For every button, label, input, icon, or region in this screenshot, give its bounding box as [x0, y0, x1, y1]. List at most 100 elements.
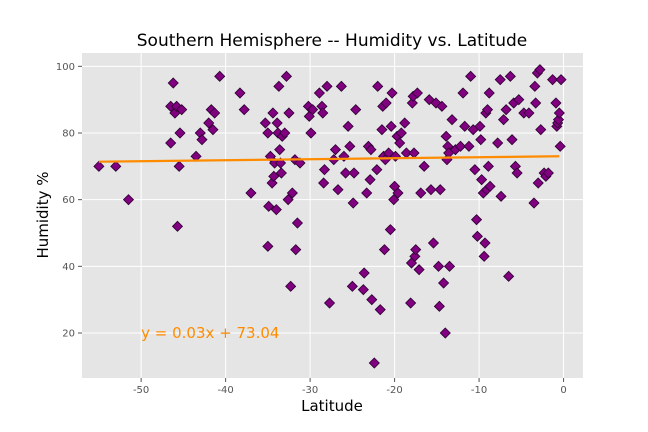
- data-point: [439, 327, 451, 339]
- data-point: [550, 97, 562, 109]
- data-point: [495, 190, 507, 202]
- data-point: [335, 80, 347, 92]
- data-point: [263, 200, 275, 212]
- y-tick-label: 100: [56, 62, 75, 73]
- data-point: [443, 260, 456, 272]
- data-point: [318, 164, 331, 176]
- y-axis-label: Humidity %: [34, 171, 52, 258]
- data-point: [410, 244, 422, 256]
- data-point: [523, 107, 535, 119]
- data-point: [469, 164, 481, 176]
- data-point: [282, 194, 294, 206]
- data-point: [483, 87, 495, 99]
- data-point: [413, 264, 425, 276]
- data-point: [475, 134, 487, 146]
- plot-area: [82, 53, 583, 378]
- data-point: [395, 127, 407, 139]
- chart-title: Southern Hemisphere -- Humidity vs. Lati…: [137, 31, 527, 51]
- data-point: [283, 107, 295, 119]
- y-tick-label: 60: [62, 195, 75, 206]
- data-point: [504, 70, 516, 82]
- data-point: [344, 140, 356, 152]
- x-tick-label: -10: [471, 385, 487, 396]
- data-point: [280, 70, 293, 82]
- data-point: [547, 74, 559, 86]
- data-point: [270, 204, 282, 216]
- data-point: [394, 137, 406, 149]
- y-axis-ticks: 20 40 60 80 100: [56, 62, 82, 340]
- data-point: [388, 194, 400, 206]
- data-point: [432, 260, 445, 272]
- data-point: [386, 87, 398, 99]
- data-point: [433, 300, 445, 312]
- data-point: [176, 104, 188, 116]
- data-point: [110, 160, 122, 172]
- data-point: [173, 160, 185, 172]
- data-point: [358, 267, 370, 279]
- data-point: [291, 217, 304, 229]
- data-point: [196, 134, 208, 146]
- data-point: [332, 184, 344, 196]
- data-point: [318, 177, 330, 189]
- data-point: [275, 167, 287, 179]
- data-point: [434, 184, 446, 196]
- data-point: [555, 74, 567, 86]
- data-point: [245, 187, 257, 199]
- data-point: [313, 87, 325, 99]
- data-point: [171, 220, 184, 232]
- data-point: [378, 244, 391, 256]
- data-point: [286, 187, 298, 199]
- data-point: [174, 127, 186, 139]
- x-axis-label: Latitude: [301, 397, 363, 415]
- data-point: [214, 70, 226, 82]
- data-point: [376, 124, 388, 136]
- data-point: [481, 104, 494, 116]
- data-point: [366, 294, 378, 306]
- data-point: [438, 277, 450, 289]
- data-point: [350, 104, 362, 116]
- data-point: [234, 87, 246, 99]
- data-point: [463, 140, 475, 152]
- data-point: [203, 117, 215, 129]
- data-point: [380, 97, 392, 109]
- data-point: [415, 187, 427, 199]
- data-point: [371, 164, 383, 176]
- data-point: [93, 160, 105, 172]
- y-tick-label: 40: [62, 262, 75, 273]
- data-point: [409, 250, 421, 262]
- data-point: [535, 124, 547, 136]
- data-point: [399, 117, 411, 129]
- data-point: [427, 237, 440, 249]
- data-point: [465, 70, 477, 82]
- data-point: [259, 117, 271, 129]
- x-tick-label: -30: [302, 385, 318, 396]
- data-point: [209, 107, 221, 119]
- data-point: [478, 250, 490, 262]
- data-point: [321, 80, 333, 92]
- x-tick-label: -50: [133, 385, 149, 396]
- data-point: [440, 130, 452, 142]
- y-tick-label: 20: [62, 329, 75, 340]
- data-point: [268, 170, 280, 182]
- data-point: [340, 167, 352, 179]
- x-axis-ticks: -50 -40 -30 -20 -10 0: [133, 378, 567, 396]
- data-point: [357, 284, 369, 296]
- data-point: [454, 140, 467, 152]
- data-point: [374, 304, 386, 316]
- data-point: [305, 127, 317, 139]
- data-point: [529, 80, 541, 92]
- data-point: [425, 184, 437, 196]
- data-point: [274, 144, 286, 156]
- data-point: [405, 297, 417, 309]
- data-point: [411, 87, 423, 99]
- data-point: [290, 244, 302, 256]
- data-point: [385, 120, 397, 132]
- data-point: [207, 124, 219, 136]
- data-point: [474, 120, 486, 132]
- data-point: [368, 357, 380, 369]
- data-point: [511, 167, 523, 179]
- data-point: [476, 174, 488, 186]
- data-point: [446, 114, 458, 126]
- x-tick-label: 0: [560, 385, 566, 396]
- data-point: [262, 240, 274, 252]
